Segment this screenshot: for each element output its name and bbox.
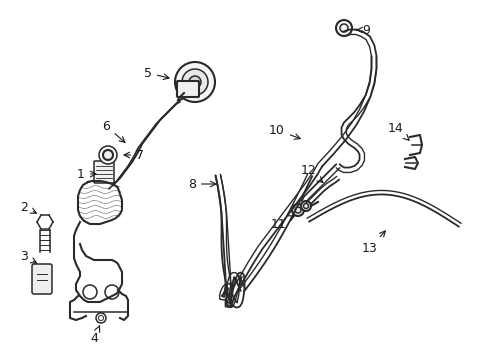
Text: 8: 8 xyxy=(187,177,216,190)
Circle shape xyxy=(189,76,201,88)
Circle shape xyxy=(291,204,304,216)
Circle shape xyxy=(182,69,207,95)
Text: 6: 6 xyxy=(102,120,125,142)
Text: 7: 7 xyxy=(124,149,143,162)
Text: 12: 12 xyxy=(300,163,322,183)
Text: 2: 2 xyxy=(20,201,36,213)
FancyBboxPatch shape xyxy=(177,81,199,97)
Text: 5: 5 xyxy=(143,67,169,80)
Text: 10: 10 xyxy=(268,123,300,139)
Circle shape xyxy=(301,201,310,211)
Circle shape xyxy=(96,313,106,323)
Text: 4: 4 xyxy=(90,326,100,345)
Text: 11: 11 xyxy=(270,216,294,230)
FancyBboxPatch shape xyxy=(94,161,114,183)
Text: 3: 3 xyxy=(20,249,37,263)
Circle shape xyxy=(103,150,113,160)
Circle shape xyxy=(175,62,215,102)
Text: 9: 9 xyxy=(356,23,369,36)
Text: 14: 14 xyxy=(387,122,408,140)
Text: 1: 1 xyxy=(77,167,96,180)
Circle shape xyxy=(335,20,351,36)
Text: 13: 13 xyxy=(362,231,385,255)
Circle shape xyxy=(99,146,117,164)
FancyBboxPatch shape xyxy=(32,264,52,294)
